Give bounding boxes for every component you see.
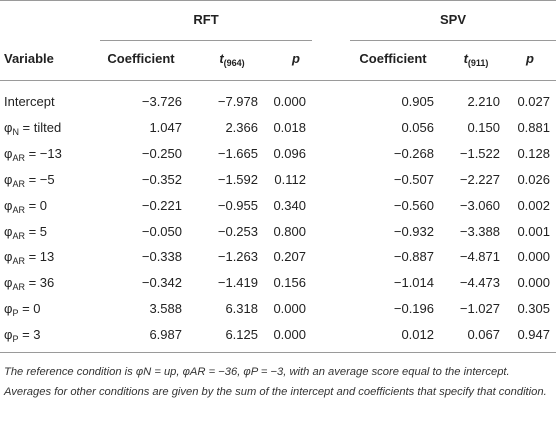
cell: −4.473 [459, 275, 500, 291]
row-label: φN = tilted [4, 119, 62, 137]
cell: −4.871 [459, 249, 500, 265]
column-header: p [292, 51, 300, 66]
cell: 6.987 [149, 327, 182, 343]
cell: 0.305 [517, 301, 550, 317]
cell: 0.000 [273, 301, 306, 317]
row-label: φAR = −5 [4, 171, 55, 189]
column-header: t(964) [219, 51, 245, 68]
cell: −3.726 [141, 94, 182, 109]
cell: −0.507 [393, 171, 434, 187]
row-label: φAR = 36 [4, 275, 55, 293]
cell: −0.955 [217, 197, 258, 213]
cell: −0.560 [393, 197, 434, 213]
group-rule [350, 40, 556, 41]
cell: 0.800 [273, 223, 306, 239]
cell: −1.263 [217, 249, 258, 265]
row-label: φAR = −13 [4, 145, 62, 163]
cell: −0.250 [141, 145, 182, 161]
column-header: Coefficient [107, 51, 175, 66]
cell: −3.388 [459, 223, 500, 239]
cell: −0.221 [141, 197, 182, 213]
header-rule [0, 80, 556, 81]
cell: −7.978 [217, 94, 258, 109]
row-label: φAR = 0 [4, 197, 47, 215]
bottom-rule [0, 352, 556, 353]
cell: −2.227 [459, 171, 500, 187]
cell: 0.000 [273, 327, 306, 343]
cell: 0.150 [467, 119, 500, 135]
cell: 0.026 [517, 171, 550, 187]
column-header: p [526, 51, 534, 66]
cell: −1.014 [393, 275, 434, 291]
column-header: Coefficient [359, 51, 427, 66]
cell: 0.002 [517, 197, 550, 213]
cell: 0.112 [274, 171, 306, 187]
column-header: Variable [4, 51, 54, 66]
row-label: Intercept [4, 94, 55, 109]
group-rule [100, 40, 312, 41]
cell: 0.027 [517, 94, 550, 109]
cell: −0.352 [141, 171, 182, 187]
cell: −0.932 [393, 223, 434, 239]
cell: 0.000 [273, 94, 306, 109]
cell: 0.001 [517, 223, 550, 239]
cell: −1.665 [217, 145, 258, 161]
cell: 6.318 [225, 301, 258, 317]
cell: −0.887 [393, 249, 434, 265]
cell: 0.096 [273, 145, 306, 161]
group-header: SPV [439, 12, 467, 27]
cell: 0.881 [517, 119, 550, 135]
cell: −1.419 [217, 275, 258, 291]
cell: −0.050 [141, 223, 182, 239]
cell: 0.905 [401, 94, 434, 109]
cell: −1.027 [459, 301, 500, 317]
row-label: φP = 3 [4, 327, 41, 345]
cell: −0.342 [141, 275, 182, 291]
cell: 3.588 [149, 301, 182, 317]
column-header: t(911) [463, 51, 489, 68]
cell: 0.000 [517, 249, 550, 265]
row-label: φAR = 5 [4, 223, 47, 241]
cell: 0.000 [517, 275, 550, 291]
cell: 0.067 [467, 327, 500, 343]
cell: 0.018 [273, 119, 306, 135]
cell: 1.047 [149, 119, 182, 135]
cell: 0.056 [401, 119, 434, 135]
cell: 2.210 [467, 94, 500, 109]
cell: −1.592 [217, 171, 258, 187]
cell: −3.060 [459, 197, 500, 213]
cell: 2.366 [225, 119, 258, 135]
cell: 0.128 [517, 145, 550, 161]
top-rule [0, 0, 556, 1]
cell: −0.253 [217, 223, 258, 239]
cell: 0.012 [401, 327, 434, 343]
cell: 0.207 [273, 249, 306, 265]
cell: 6.125 [225, 327, 258, 343]
row-label: φP = 0 [4, 301, 41, 319]
cell: −0.268 [393, 145, 434, 161]
cell: −0.196 [393, 301, 434, 317]
cell: −1.522 [459, 145, 500, 161]
group-header: RFT [193, 12, 219, 27]
cell: 0.156 [273, 275, 306, 291]
cell: 0.340 [273, 197, 306, 213]
cell: 0.947 [517, 327, 550, 343]
table-note: The reference condition is φN = up, φAR … [4, 366, 547, 398]
cell: −0.338 [141, 249, 182, 265]
row-label: φAR = 13 [4, 249, 55, 267]
